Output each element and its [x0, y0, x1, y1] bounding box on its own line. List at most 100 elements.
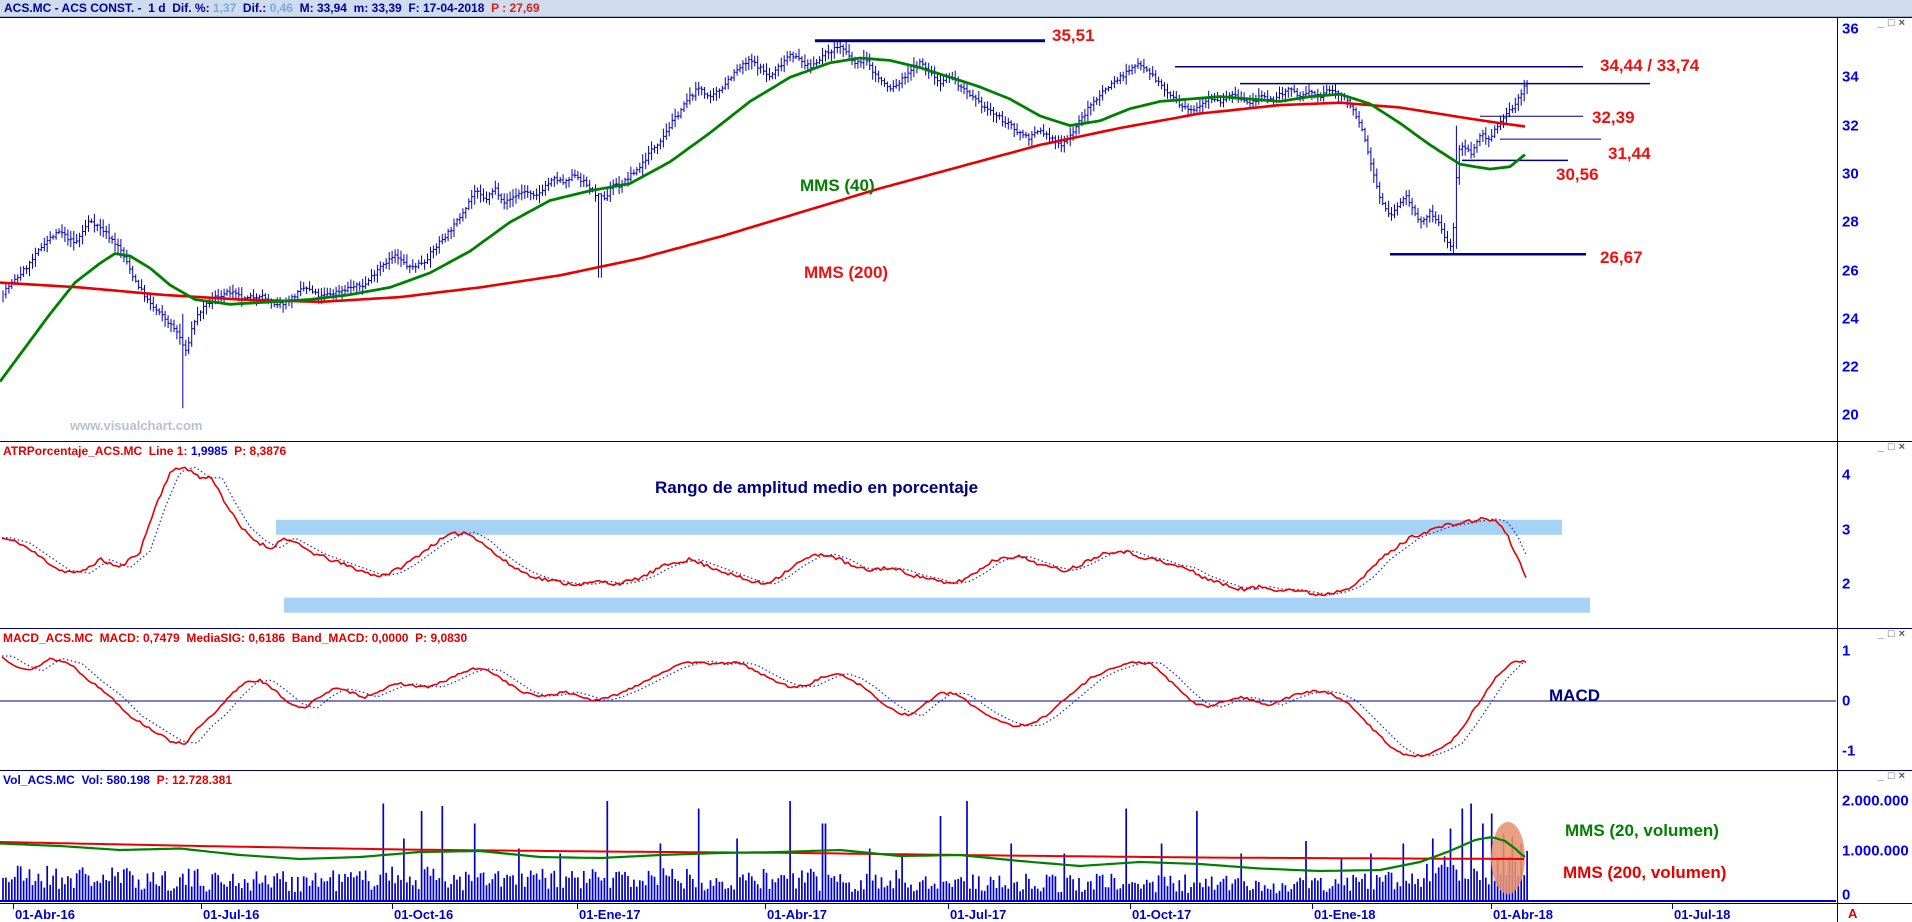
atr-chart-plot[interactable] — [0, 442, 1837, 628]
vol-mms200-line — [0, 841, 1524, 860]
vol-mms20-legend: MMS (20, volumen) — [1565, 821, 1719, 840]
atr-title: Rango de amplitud medio en porcentaje — [655, 478, 979, 497]
x-axis-tick — [1312, 904, 1313, 909]
macd-header: MACD_ACS.MC MACD: 0,7479 MediaSIG: 0,618… — [3, 631, 467, 645]
x-axis-date: 01-Abr-17 — [767, 907, 827, 922]
y-axis-label: -1 — [1842, 742, 1856, 760]
candle-ticks — [4, 46, 1529, 351]
y-axis-label: 1.000.000 — [1842, 842, 1909, 860]
title-bar-segment: 1,37 — [212, 1, 237, 15]
x-axis-tick — [392, 904, 393, 909]
close-button-icon[interactable]: × — [1898, 770, 1907, 782]
atr-panel: ATRPorcentaje_ACS.MC Line 1: 1,9985 P: 8… — [0, 441, 1912, 628]
minimize-button-icon[interactable]: _ — [1877, 628, 1886, 640]
volume-y-axis[interactable]: _ □ × 2.000.000 1.000.000 0 — [1837, 771, 1912, 904]
volume-chart-plot[interactable] — [0, 771, 1837, 903]
y-axis-label: 2.000.000 — [1842, 792, 1909, 810]
y-axis-label: 32 — [1842, 117, 1859, 135]
x-axis-tick — [13, 904, 14, 909]
x-axis-tick — [201, 904, 202, 909]
close-button-icon[interactable]: × — [1898, 441, 1907, 453]
panel-header-segment: MACD_ACS.MC MACD: 0,7479 MediaSIG: 0,618… — [3, 631, 468, 645]
title-bar: ACS.MC - ACS CONST. - 1 d Dif. %: 1,37 D… — [0, 0, 1912, 17]
y-axis-label: 3 — [1842, 521, 1851, 538]
maximize-button-icon[interactable]: □ — [1887, 628, 1897, 640]
panel-header-segment: P: 12.728.381 — [149, 773, 232, 787]
price-label-3056: 30,56 — [1556, 165, 1599, 184]
y-axis-label: 24 — [1842, 310, 1859, 328]
panel-header-segment: P: 8,3876 — [227, 444, 287, 458]
atr-header: ATRPorcentaje_ACS.MC Line 1: 1,9985 P: 8… — [3, 444, 286, 458]
window-controls: _ □ × — [1877, 771, 1908, 782]
window-controls: _ □ × — [1877, 442, 1908, 453]
y-axis-label: 2 — [1842, 575, 1851, 593]
y-axis-label: 36 — [1842, 20, 1859, 38]
price-label-3144: 31,44 — [1608, 144, 1651, 163]
title-bar-segment: P : 27,69 — [491, 1, 540, 15]
panel-header-segment: ATRPorcentaje_ACS.MC Line 1: — [3, 444, 191, 458]
minimize-button-icon[interactable]: _ — [1877, 770, 1886, 782]
axis-divider — [1837, 904, 1838, 922]
auto-scale-marker[interactable]: A — [1848, 906, 1858, 921]
x-axis-date: 01-Jul-18 — [1674, 907, 1731, 922]
y-axis-label: 22 — [1842, 358, 1859, 376]
x-axis-date: 01-Ene-17 — [579, 907, 641, 922]
macd-label: MACD — [1549, 686, 1600, 705]
y-axis-label: 26 — [1842, 262, 1859, 279]
x-axis-date: 01-Abr-16 — [15, 907, 75, 922]
atr-band — [276, 519, 1562, 535]
title-bar-segment: M: 33,94 m: 33,39 F: 17-04-2018 — [292, 1, 492, 15]
atr-line — [1, 466, 1527, 597]
window-controls: _ □ × — [1877, 18, 1908, 29]
x-axis-tick — [765, 904, 766, 909]
price-label-3551: 35,51 — [1052, 26, 1095, 45]
window-controls: _ □ × — [1877, 629, 1908, 640]
x-axis-date: 01-Abr-18 — [1493, 907, 1553, 922]
time-axis: A 01-Abr-16 01-Jul-16 01-Oct-16 01-Ene-17 01… — [0, 903, 1912, 922]
y-axis-label: 34 — [1842, 68, 1859, 86]
macd-y-axis[interactable]: _ □ × 1 0 -1 — [1837, 629, 1912, 770]
volume-panel: Vol_ACS.MC Vol: 580.198 P: 12.728.381 MM… — [0, 770, 1912, 904]
price-chart-plot[interactable] — [0, 18, 1837, 441]
title-bar-segment: Dif.: — [236, 1, 270, 15]
price-label-3239: 32,39 — [1592, 108, 1635, 127]
x-axis-tick — [948, 904, 949, 909]
volume-header: Vol_ACS.MC Vol: 580.198 P: 12.728.381 — [3, 773, 232, 787]
x-axis-tick — [577, 904, 578, 909]
panel-header-segment: 1,9985 — [190, 444, 228, 458]
vol-mms200-legend: MMS (200, volumen) — [1563, 863, 1727, 882]
x-axis-date: 01-Jul-16 — [203, 907, 260, 922]
maximize-button-icon[interactable]: □ — [1887, 17, 1897, 29]
minimize-button-icon[interactable]: _ — [1877, 17, 1886, 29]
x-axis-date: 01-Oct-17 — [1132, 907, 1192, 922]
y-axis-label: 1 — [1842, 642, 1851, 660]
y-axis-label: 28 — [1842, 213, 1859, 231]
x-axis-date: 01-Jul-17 — [950, 907, 1007, 922]
close-button-icon[interactable]: × — [1898, 628, 1907, 640]
mms200-line — [0, 101, 1526, 304]
title-bar-segment: 0,46 — [269, 1, 293, 15]
price-y-axis[interactable]: _ □ × 36 34 32 30 28 26 24 22 20 — [1837, 18, 1912, 441]
close-button-icon[interactable]: × — [1898, 17, 1907, 29]
watermark: www.visualchart.com — [70, 418, 203, 433]
maximize-button-icon[interactable]: □ — [1887, 441, 1897, 453]
minimize-button-icon[interactable]: _ — [1877, 441, 1886, 453]
x-axis-tick — [1491, 904, 1492, 909]
x-axis-tick — [1672, 904, 1673, 909]
atr-y-axis[interactable]: _ □ × 4 3 2 — [1837, 442, 1912, 628]
mms40-line — [0, 56, 1526, 383]
macd-chart-plot[interactable] — [0, 629, 1837, 770]
panel-header-segment: Vol_ACS.MC Vol: 580.198 — [3, 773, 150, 787]
y-axis-label: 4 — [1842, 466, 1851, 484]
price-label-2667: 26,67 — [1600, 248, 1643, 267]
mms200-label: MMS (200) — [804, 263, 889, 282]
maximize-button-icon[interactable]: □ — [1887, 770, 1897, 782]
price-panel: www.visualchart.com MMS (40) MMS (200) 3… — [0, 17, 1912, 441]
x-axis-date: 01-Oct-16 — [394, 907, 454, 922]
y-axis-label: 0 — [1842, 692, 1851, 710]
mms40-label: MMS (40) — [800, 176, 875, 195]
y-axis-label: 20 — [1842, 406, 1859, 424]
vol-mms20-line — [0, 836, 1526, 873]
x-axis-date: 01-Ene-18 — [1314, 907, 1376, 922]
